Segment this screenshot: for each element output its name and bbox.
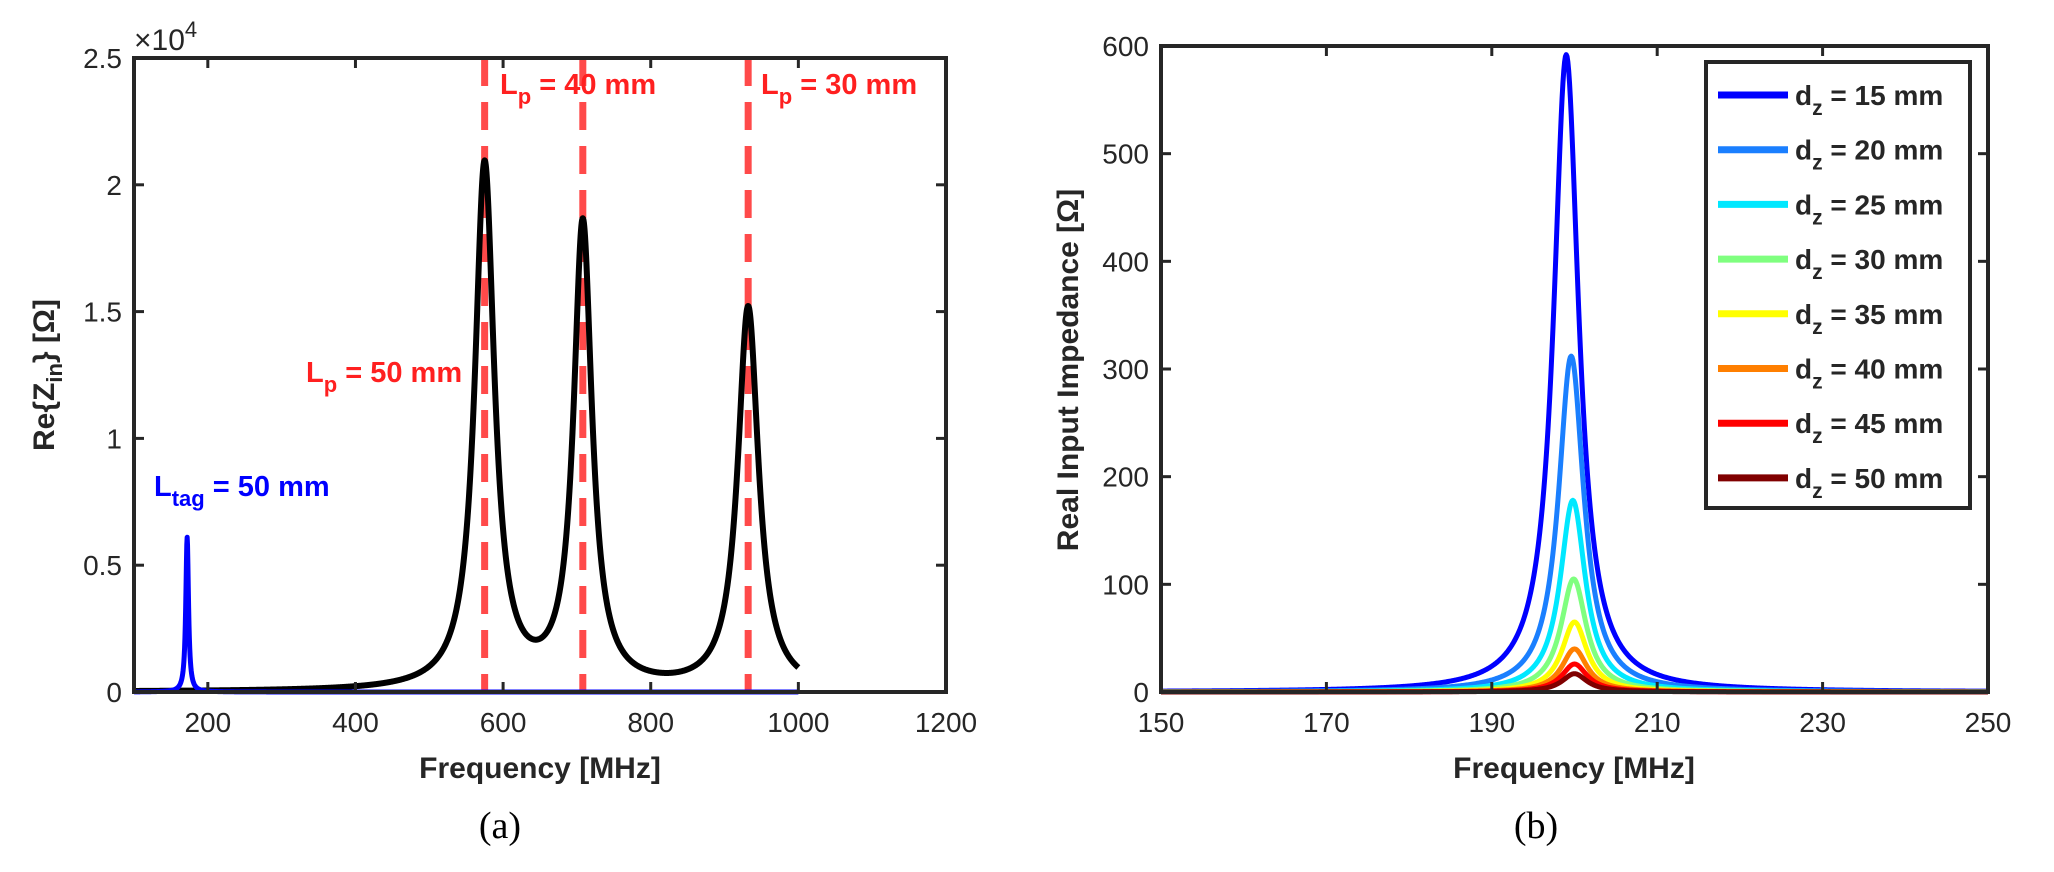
panel-b: 150 170 190 210 230 250 0 100 200 300 400 500 600 Fr… — [1052, 31, 2011, 847]
a-y-multiplier: ×104 — [134, 17, 197, 57]
b-legend-label: dz = 40 mm — [1795, 354, 1943, 394]
a-y-axis-label: Re{Zin} [Ω] — [28, 299, 67, 451]
b-x-tick-label: 150 — [1138, 707, 1185, 738]
b-y-tick-label: 200 — [1102, 462, 1149, 493]
a-y-tick-label: 1 — [106, 423, 122, 454]
a-y-tick-label: 2.5 — [83, 43, 122, 74]
b-legend-label: dz = 15 mm — [1795, 80, 1943, 120]
a-x-tick-label: 1200 — [915, 707, 977, 738]
b-axes-box — [1159, 44, 1990, 694]
b-legend-label: dz = 50 mm — [1795, 463, 1943, 503]
a-resonance-markers — [481, 58, 752, 692]
b-legend-label: dz = 45 mm — [1795, 408, 1943, 448]
a-annotation-lp-40: Lp = 40 mm — [500, 69, 656, 109]
a-x-tick-label: 400 — [332, 707, 379, 738]
a-panel-label: (a) — [479, 805, 521, 847]
a-x-tick-label: 1000 — [767, 707, 829, 738]
a-x-tick-label: 800 — [627, 707, 674, 738]
a-x-tick-label: 200 — [184, 707, 231, 738]
a-annotation-lp-30: Lp = 30 mm — [761, 69, 917, 109]
b-legend-box — [1704, 60, 1972, 510]
a-series-group — [131, 157, 801, 695]
b-y-tick-label: 400 — [1102, 246, 1149, 277]
b-legend-items: dz = 15 mm dz = 20 mm dz = 25 mm dz = 30 mm… — [1718, 80, 1943, 503]
b-x-tick-label: 250 — [1965, 707, 2012, 738]
a-y-tick-label: 2 — [106, 170, 122, 201]
b-y-axis-label: Real Input Impedance [Ω] — [1052, 189, 1085, 551]
b-y-tick-label: 300 — [1102, 354, 1149, 385]
b-legend: dz = 15 mm dz = 20 mm dz = 25 mm dz = 30 mm… — [1704, 60, 1972, 510]
a-x-axis-label: Frequency [MHz] — [419, 752, 661, 785]
b-x-axis-label: Frequency [MHz] — [1453, 752, 1695, 785]
b-legend-label: dz = 35 mm — [1795, 299, 1943, 339]
b-x-tick-label: 170 — [1303, 707, 1350, 738]
a-annotation-ltag-50: Ltag = 50 mm — [154, 471, 330, 511]
b-series-dz-4 — [1159, 619, 1990, 695]
a-x-tick-label: 600 — [480, 707, 527, 738]
b-y-tick-label: 600 — [1102, 31, 1149, 62]
b-legend-label: dz = 25 mm — [1795, 189, 1943, 229]
a-y-tick-label: 1.5 — [83, 297, 122, 328]
b-series-dz-5 — [1159, 646, 1990, 695]
b-panel-label: (b) — [1514, 805, 1558, 847]
a-y-tick-label: 0 — [106, 677, 122, 708]
a-series-lp-sweep — [131, 157, 801, 694]
a-ticks: 200 400 600 800 1000 1200 0 0.5 1 1.5 2 2.5 — [83, 43, 977, 738]
b-legend-label: dz = 30 mm — [1795, 244, 1943, 284]
b-legend-label: dz = 20 mm — [1795, 135, 1943, 175]
panel-a: 200 400 600 800 1000 1200 0 0.5 1 1.5 2 2.5 ×104 Fr… — [28, 17, 977, 847]
b-ticks: 150 170 190 210 230 250 0 100 200 300 400 500 600 — [1102, 31, 2011, 738]
a-axes-box — [132, 56, 948, 694]
a-annotation-lp-50: Lp = 50 mm — [306, 357, 462, 397]
b-y-tick-label: 500 — [1102, 139, 1149, 170]
b-x-tick-label: 230 — [1799, 707, 1846, 738]
b-x-tick-label: 210 — [1634, 707, 1681, 738]
b-x-tick-label: 190 — [1468, 707, 1515, 738]
a-y-tick-label: 0.5 — [83, 550, 122, 581]
b-y-tick-label: 100 — [1102, 569, 1149, 600]
b-y-tick-label: 0 — [1133, 677, 1149, 708]
